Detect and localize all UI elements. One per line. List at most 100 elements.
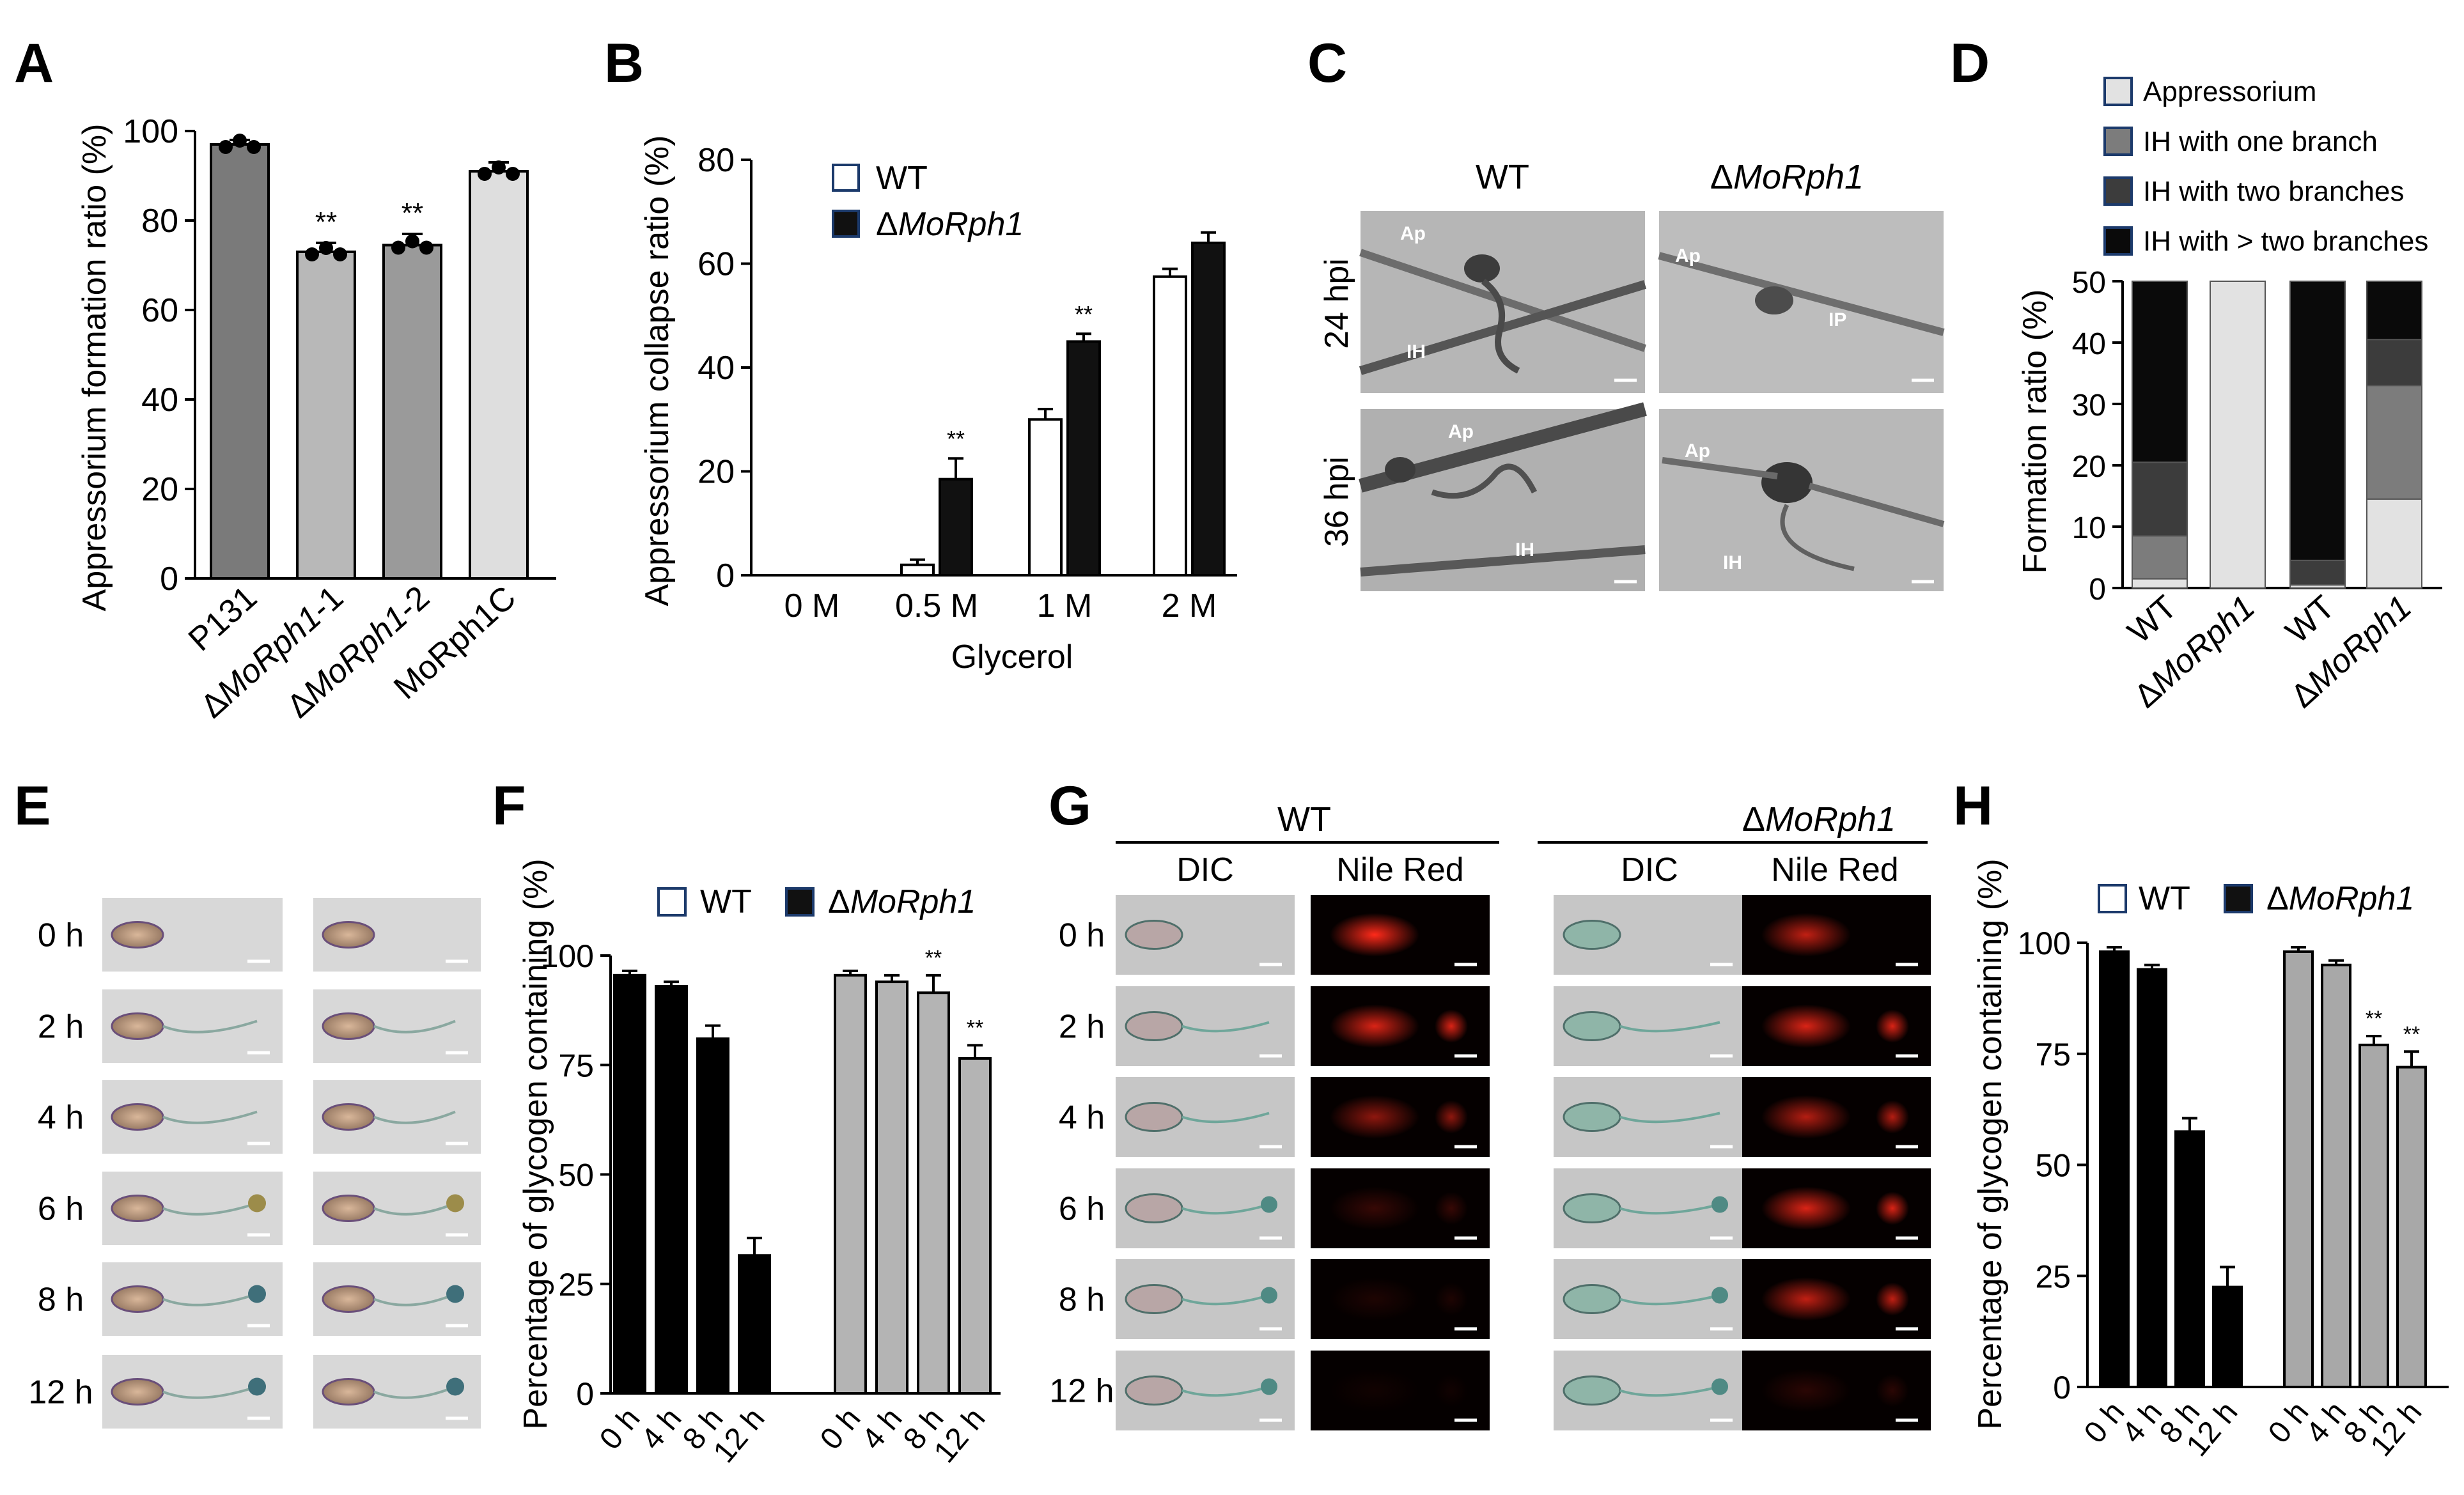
h-bar [2174, 1130, 2205, 1388]
panel-label-d: D [1950, 33, 1990, 94]
h-bar [2212, 1285, 2243, 1388]
g-row-label: 4 h [1059, 1099, 1105, 1136]
e-conidium [322, 1378, 375, 1406]
g-appressorium [1712, 1196, 1728, 1213]
e-row-label: 6 h [38, 1191, 84, 1228]
f-bar [875, 980, 908, 1395]
f-bar [696, 1037, 729, 1395]
g-lipid-signal [1761, 1186, 1851, 1230]
e-germ-tube [162, 1110, 258, 1124]
d-bar-segment [2366, 339, 2422, 387]
e-row-label: 0 h [38, 917, 84, 954]
b-bar [1028, 418, 1063, 577]
e-appressorium [446, 1285, 464, 1303]
b-bar [1153, 275, 1187, 577]
g-lipid-signal-tip [1876, 1009, 1909, 1043]
g-col-nile-1: Nile Red [1336, 851, 1463, 888]
h-bar [2359, 1043, 2389, 1388]
e-germ-tube [373, 1292, 456, 1306]
e-conidium [111, 1378, 164, 1406]
f-bar [613, 973, 646, 1395]
h-ytick-label: 100 [2018, 926, 2071, 961]
b-ytick-label: 80 [698, 142, 735, 179]
f-ytick-label: 75 [558, 1048, 594, 1083]
b-legend-swatch-mut [832, 210, 860, 238]
g-lipid-signal [1330, 913, 1419, 957]
c-col-mut: ΔMoRph1 [1710, 158, 1864, 196]
g-conidium [1563, 920, 1621, 950]
g-appressorium [1261, 1287, 1277, 1304]
e-conidium [111, 1103, 164, 1131]
d-ytick-label: 10 [2072, 511, 2106, 545]
a-data-point [333, 247, 347, 261]
a-significance: ** [315, 206, 337, 238]
g-row-label: 8 h [1059, 1282, 1105, 1319]
d-bar-segment [2289, 281, 2346, 561]
panel-label-f: F [492, 775, 526, 837]
e-conidium [111, 1285, 164, 1313]
e-conidium [111, 1012, 164, 1040]
f-bar [917, 991, 950, 1395]
b-xlabel: Glycerol [951, 639, 1073, 676]
g-lipid-signal [1761, 1095, 1851, 1139]
b-ytick-label: 60 [698, 246, 735, 283]
panel-label-a: A [14, 33, 54, 94]
d-ytick-label: 40 [2072, 327, 2106, 361]
c-label-ih: IH [1407, 341, 1426, 362]
g-lipid-signal-tip [1435, 1100, 1468, 1134]
c-label-ih-3: IH [1723, 552, 1742, 573]
b-bar [1066, 340, 1101, 577]
b-bar [900, 563, 935, 577]
d-bar-segment [2366, 498, 2422, 589]
e-appressorium [446, 1377, 464, 1396]
h-legend-label-wt: WT [2139, 880, 2190, 917]
g-appressorium [1712, 1378, 1728, 1395]
g-lipid-signal-tip [1876, 1282, 1909, 1316]
g-conidium [1125, 1193, 1183, 1223]
c-image-wt-36: Ap IH [1359, 402, 1647, 591]
g-lipid-signal [1330, 1186, 1419, 1230]
f-ytick-label: 0 [576, 1376, 594, 1412]
d-bar-segment [2210, 281, 2266, 589]
b-ytick-label: 0 [716, 557, 735, 594]
d-bar-segment [2366, 281, 2422, 341]
h-significance: ** [2403, 1022, 2420, 1046]
a-bar [296, 251, 356, 580]
f-significance: ** [967, 1016, 983, 1040]
d-ytick-label: 30 [2072, 389, 2106, 422]
a-data-point [319, 241, 333, 255]
a-ytick-label: 80 [141, 203, 178, 240]
g-lipid-signal [1761, 1277, 1851, 1321]
f-legend-swatch-wt [657, 887, 687, 917]
g-germ-tube [1619, 1021, 1720, 1033]
a-data-point [419, 240, 433, 255]
c-row-36: 36 hpi [1318, 456, 1355, 547]
g-lipid-signal [1761, 1368, 1851, 1413]
d-legend-swatch [2103, 127, 2133, 156]
chart-d: Appressorium IH with one branch IH with tw… [2016, 76, 2442, 715]
a-data-point [219, 140, 233, 154]
g-conidium [1563, 1193, 1621, 1223]
b-xlabels: 0 M 0.5 M 1 M 2 M [784, 587, 1217, 624]
e-conidium [111, 1195, 164, 1222]
c-row-24: 24 hpi [1318, 258, 1355, 349]
g-lipid-signal [1330, 1004, 1419, 1048]
h-ytick-label: 50 [2035, 1148, 2071, 1184]
g-germ-tube [1181, 1294, 1270, 1306]
d-ytick-label: 20 [2072, 450, 2106, 484]
a-ytick-label: 60 [141, 292, 178, 329]
g-germ-tube [1619, 1203, 1720, 1215]
a-data-point [391, 240, 405, 255]
a-ytick-label: 100 [123, 113, 178, 150]
h-bar [2283, 950, 2314, 1388]
c-label-ap-4: Ap [1685, 440, 1710, 461]
g-lipid-signal-tip [1435, 1009, 1468, 1043]
chart-b: Appressorium collapse ratio (%) 0 20 40 60 8… [639, 136, 1237, 676]
c-col-wt: WT [1476, 158, 1529, 196]
a-ytick-label: 0 [160, 561, 178, 598]
b-legend-swatch-wt [832, 164, 860, 192]
g-appressorium [1712, 1287, 1728, 1304]
